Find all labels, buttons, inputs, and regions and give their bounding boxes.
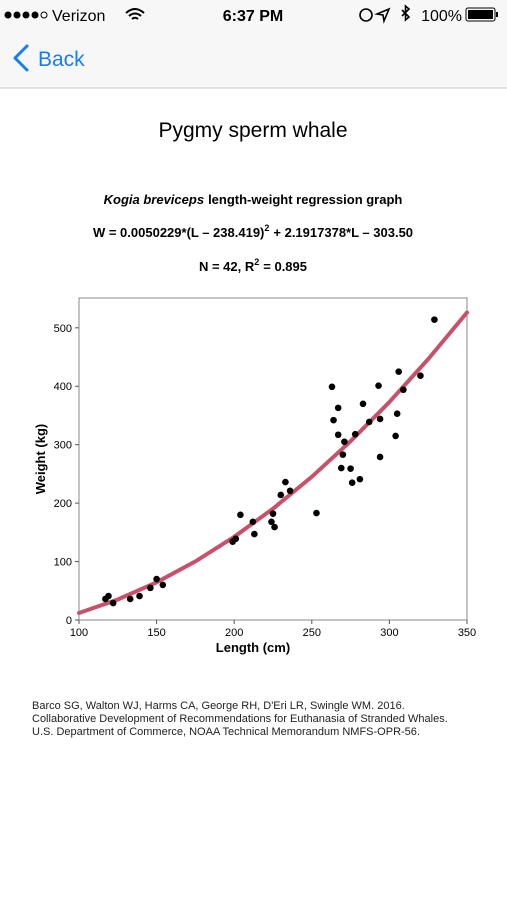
point: [268, 518, 275, 526]
back-label[interactable]: Back: [38, 48, 85, 71]
point: [365, 418, 373, 426]
page-title: Pygmy sperm whale: [158, 119, 347, 142]
point: [286, 487, 294, 495]
x-axis-label: Length (cm): [216, 640, 290, 655]
y-tick-label: 300: [54, 440, 72, 452]
point: [328, 383, 336, 391]
point: [376, 453, 384, 461]
point: [339, 451, 347, 458]
time: 6:37 PM: [223, 8, 283, 25]
superscript: 2: [264, 223, 269, 233]
point: [147, 584, 154, 592]
citation-line: Barco SG, Walton WJ, Harms CA, George RH…: [32, 700, 405, 712]
point: [356, 475, 364, 483]
stats-part: = 0.895: [263, 259, 307, 274]
point: [269, 510, 277, 517]
point: [330, 416, 337, 424]
fit-curve: [77, 310, 469, 615]
point: [400, 386, 407, 394]
point: [431, 316, 438, 323]
battery-icon: [465, 7, 498, 22]
point: [392, 432, 399, 440]
point: [249, 518, 257, 526]
signal: [4, 11, 48, 19]
y-tick-label: 0: [66, 615, 72, 627]
equation-part: W = 0.0050229*(L – 238.419): [93, 225, 264, 240]
point: [109, 599, 117, 607]
wifi-icon: [125, 8, 145, 20]
point: [159, 581, 167, 589]
point: [105, 592, 112, 600]
citation: Barco SG, Walton WJ, Harms CA, George RH…: [32, 700, 451, 738]
stats-part: N = 42, R: [199, 259, 255, 274]
point: [334, 431, 342, 439]
point: [136, 592, 143, 600]
point: [282, 478, 289, 486]
x-tick-label: 250: [303, 627, 321, 639]
point: [232, 535, 240, 543]
x-tick-label: 300: [380, 627, 398, 639]
header-bg: [0, 0, 507, 88]
point: [313, 509, 320, 517]
x-tick-label: 350: [458, 627, 476, 639]
point: [347, 465, 354, 472]
point: [337, 464, 345, 472]
point: [153, 575, 160, 583]
point: [126, 595, 134, 603]
point: [417, 372, 424, 380]
chart-title-rest: length-weight regression graph: [208, 192, 402, 207]
chart-title: Kogia breviceps length-weight regression …: [104, 192, 403, 207]
point: [393, 410, 401, 418]
x-tick-label: 150: [147, 627, 165, 639]
point: [348, 479, 356, 486]
point: [376, 415, 384, 423]
point: [359, 400, 367, 408]
point: [277, 491, 285, 499]
equation: W = 0.0050229*(L – 238.419)2 + 2.1917378*…: [93, 223, 413, 240]
citation-line: U.S. Department of Commerce, NOAA Techni…: [32, 726, 420, 738]
status-icons: [359, 4, 411, 24]
equation-part: + 2.1917378*L – 303.50: [273, 225, 413, 240]
battery-text: 100%: [421, 8, 462, 25]
stats: N = 42, R2 = 0.895: [199, 257, 307, 274]
y-tick-label: 400: [54, 381, 72, 393]
point: [351, 430, 359, 438]
citation-line: Collaborative Development of Recommendat…: [32, 713, 448, 725]
y-tick-label: 200: [54, 498, 72, 510]
y-tick-label: 500: [54, 323, 72, 335]
y-tick-label: 100: [54, 557, 72, 569]
superscript: 2: [254, 257, 259, 267]
back-button[interactable]: Back: [13, 44, 85, 72]
point: [341, 438, 348, 446]
x-tick-label: 200: [225, 627, 243, 639]
carrier: Verizon: [52, 8, 105, 25]
point: [271, 523, 278, 531]
y-axis-label: Weight (kg): [33, 424, 48, 495]
point: [395, 368, 403, 375]
point: [251, 530, 258, 538]
point: [375, 382, 382, 389]
plot-frame: [78, 297, 468, 621]
x-tick-label: 100: [70, 627, 88, 639]
point: [334, 404, 342, 412]
species: Kogia breviceps: [104, 192, 204, 207]
point: [237, 511, 244, 519]
